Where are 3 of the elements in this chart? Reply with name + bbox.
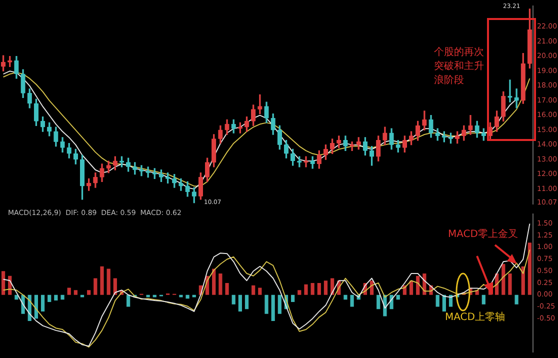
annotation: MACD零上金叉	[448, 229, 518, 242]
annotation: 个股的再次突破和主升浪阶段	[434, 46, 485, 88]
annotation: MACD上零轴	[445, 312, 505, 324]
